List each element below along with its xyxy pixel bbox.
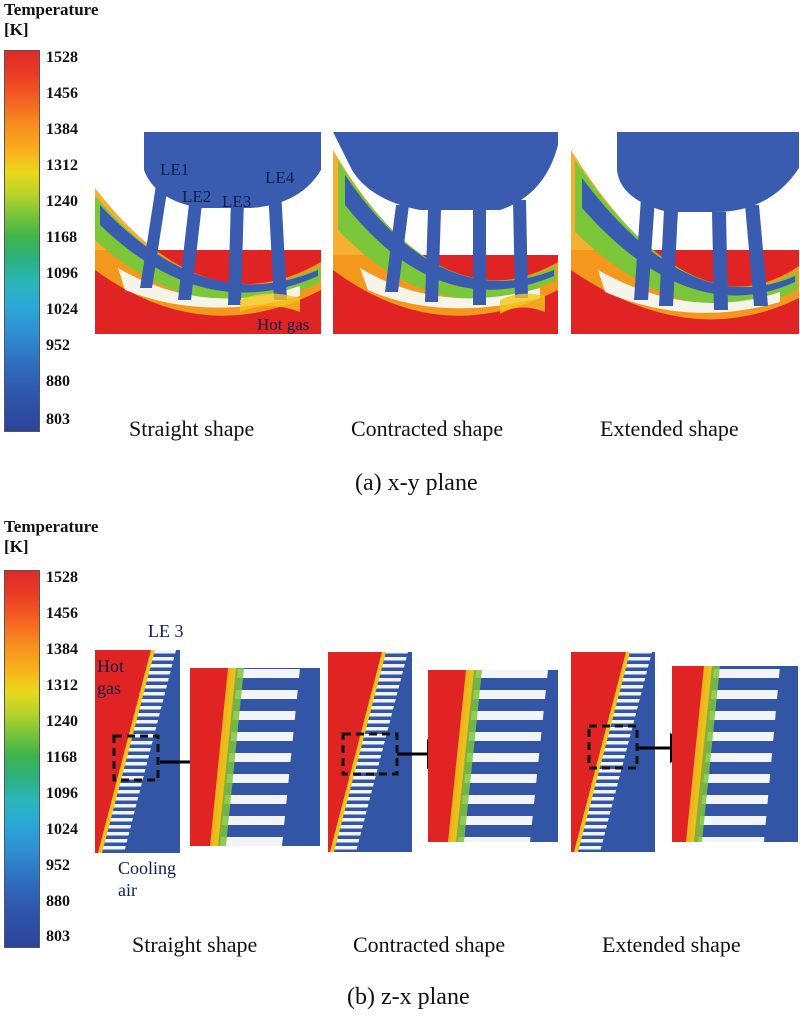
colorbar-title-line1: Temperature xyxy=(4,0,99,19)
zx-straight-caption: Straight shape xyxy=(132,932,258,957)
label-air: air xyxy=(118,880,137,900)
colorbar-ticks-a: 1528 1456 1384 1312 1240 1168 1096 1024 … xyxy=(46,50,106,430)
tick: 803 xyxy=(46,411,70,428)
zoom-box xyxy=(341,732,399,776)
label-gas: gas xyxy=(97,678,121,698)
colorbar-title-line2: [K] xyxy=(4,537,29,556)
tick: 1240 xyxy=(46,713,78,730)
label-hot: Hot xyxy=(97,656,124,676)
tick: 880 xyxy=(46,373,70,390)
tick: 803 xyxy=(46,928,70,945)
colorbar-title-a: Temperature [K] xyxy=(4,0,98,40)
zx-straight-contour: LE 3 Hot gas Cooling air xyxy=(95,621,320,900)
tick: 1024 xyxy=(46,821,78,838)
label-le1: LE1 xyxy=(160,160,189,179)
tick: 1168 xyxy=(46,749,78,766)
tick: 1456 xyxy=(46,85,78,102)
zx-contracted-caption: Contracted shape xyxy=(353,932,506,957)
zx-extended-contour xyxy=(571,652,798,852)
tick: 1528 xyxy=(46,49,78,66)
xy-extended-contour xyxy=(571,132,799,334)
colorbar-title-line1: Temperature xyxy=(4,517,99,536)
tick: 1384 xyxy=(46,121,78,138)
zx-contracted-contour xyxy=(328,652,558,852)
zx-extended-caption: Extended shape xyxy=(602,932,741,957)
tick: 1456 xyxy=(46,605,78,622)
tick: 880 xyxy=(46,893,70,910)
tick: 1024 xyxy=(46,301,78,318)
colorbar-b xyxy=(4,570,40,948)
label-le4: LE4 xyxy=(265,168,295,187)
panel-a-contours: LE1 LE2 LE3 LE4 Hot gas xyxy=(95,132,799,334)
colorbar-ticks-b: 1528 1456 1384 1312 1240 1168 1096 1024 … xyxy=(46,570,106,946)
xy-contracted-caption: Contracted shape xyxy=(351,416,504,441)
colorbar-a xyxy=(4,50,40,432)
tick: 1312 xyxy=(46,677,78,694)
zoom-box xyxy=(587,724,639,770)
tick: 1096 xyxy=(46,265,78,282)
tick: 1528 xyxy=(46,569,78,586)
panel-a-caption: (a) x-y plane xyxy=(355,470,478,496)
tick: 1240 xyxy=(46,193,78,210)
xy-straight-contour: LE1 LE2 LE3 LE4 Hot gas xyxy=(95,132,321,334)
label-cooling: Cooling xyxy=(118,858,176,878)
colorbar-title-b: Temperature [K] xyxy=(4,517,98,557)
zoom-box xyxy=(112,734,160,782)
tick: 1384 xyxy=(46,641,78,658)
tick: 1096 xyxy=(46,785,78,802)
xy-straight-caption: Straight shape xyxy=(129,416,255,441)
label-hot-gas: Hot gas xyxy=(257,315,309,334)
colorbar-title-line2: [K] xyxy=(4,20,29,39)
panel-b-caption: (b) z-x plane xyxy=(347,984,470,1010)
panel-b-contours: LE 3 Hot gas Cooling air xyxy=(95,621,798,900)
tick: 952 xyxy=(46,337,70,354)
tick: 952 xyxy=(46,857,70,874)
tick: 1312 xyxy=(46,157,78,174)
label-le3: LE3 xyxy=(222,192,251,211)
label-le2: LE2 xyxy=(182,187,211,206)
xy-contracted-contour xyxy=(333,132,558,334)
tick: 1168 xyxy=(46,229,78,246)
label-le3-b: LE 3 xyxy=(148,621,184,641)
xy-extended-caption: Extended shape xyxy=(600,416,739,441)
